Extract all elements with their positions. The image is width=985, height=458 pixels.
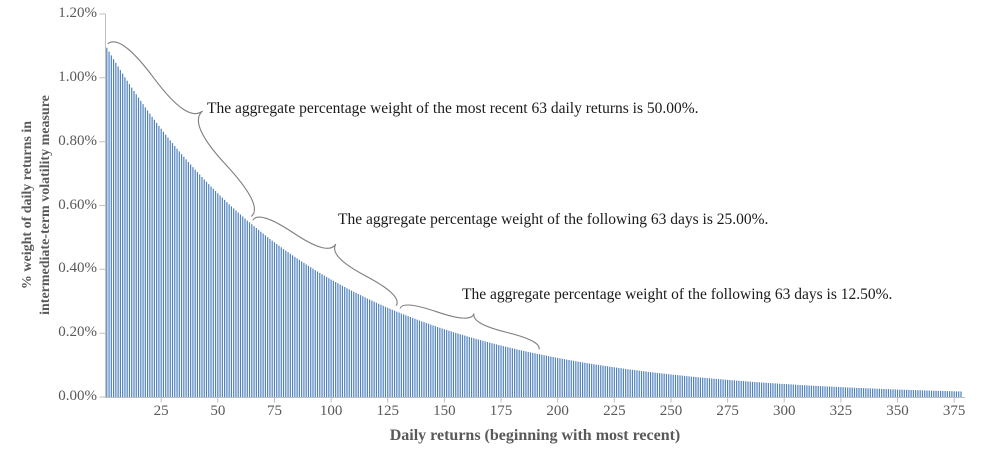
curly-brace: [107, 41, 255, 217]
x-tick-label: 300: [772, 403, 796, 419]
axis-lines: [105, 14, 965, 398]
y-tick-label: 0.20%: [58, 324, 97, 341]
x-tick-label: 225: [603, 403, 626, 419]
bar-series: [106, 47, 962, 397]
y-axis-title-line2: intermediate-term volatility measure: [38, 95, 53, 315]
x-tick-label: 100: [319, 403, 343, 419]
y-tick-label: 1.00%: [58, 68, 97, 85]
y-tick-label: 0.60%: [58, 196, 97, 213]
x-tick-label: 75: [266, 403, 282, 419]
x-tick-label: 50: [210, 403, 226, 419]
x-tick-label: 275: [716, 403, 739, 419]
x-tick-label: 25: [153, 403, 169, 419]
y-tick-label: 0.40%: [58, 260, 97, 277]
x-tick-label: 375: [942, 403, 966, 419]
curly-brace: [252, 216, 398, 306]
annotation-following-63-days-12pct: The aggregate percentage weight of the f…: [462, 286, 893, 303]
x-tick-label: 150: [433, 403, 456, 419]
y-tick-label: 0.00%: [58, 388, 97, 404]
x-tick-label: 350: [886, 403, 909, 419]
annotation-most-recent-63-days: The aggregate percentage weight of the m…: [207, 100, 699, 117]
y-tick-label: 0.80%: [58, 132, 97, 149]
y-axis-title-line1: % weight of daily returns in: [20, 120, 35, 290]
x-tick-label: 325: [829, 403, 853, 419]
x-tick-label: 200: [546, 403, 569, 419]
x-axis-title: Daily returns (beginning with most recen…: [389, 427, 681, 444]
x-tick-label: 125: [376, 403, 399, 419]
x-tick-label: 250: [659, 403, 683, 419]
axis-tick-marks: [99, 13, 955, 403]
x-tick-label: 175: [489, 403, 513, 419]
y-axis-title: % weight of daily returns in intermediat…: [19, 95, 55, 315]
annotation-following-63-days-25pct: The aggregate percentage weight of the f…: [338, 211, 769, 228]
y-tick-label: 1.20%: [58, 5, 97, 21]
curly-brace: [399, 304, 540, 350]
